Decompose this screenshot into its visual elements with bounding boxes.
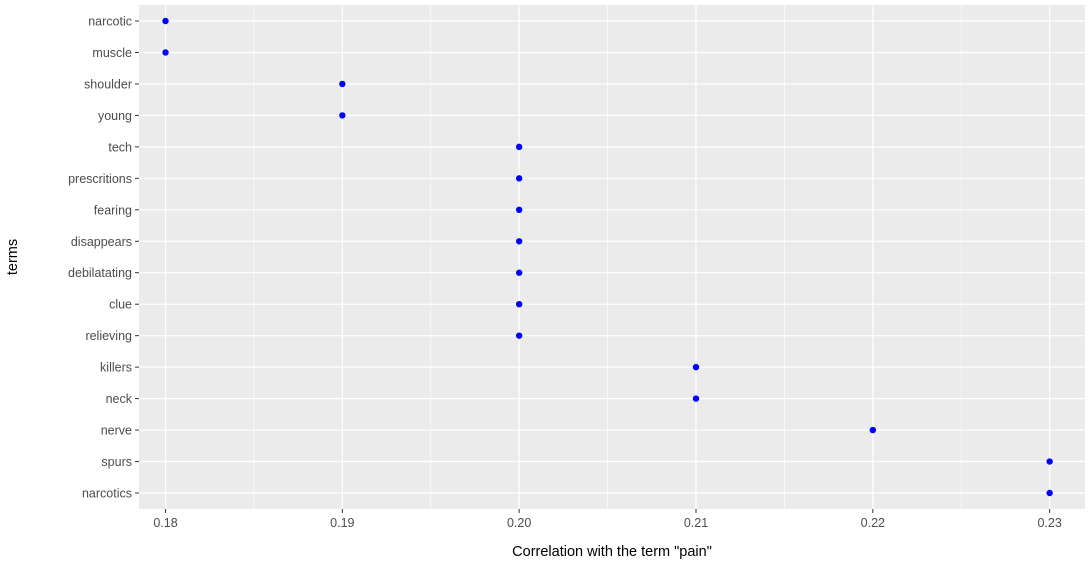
major-gridlines: [139, 5, 1085, 509]
y-tick-label: tech: [108, 140, 132, 154]
data-point: [515, 269, 523, 276]
y-axis-title: terms: [5, 239, 21, 275]
data-point: [692, 395, 700, 402]
x-tick-label: 0.20: [507, 516, 531, 530]
y-tick-label: prescritions: [68, 172, 132, 186]
x-tick-label: 0.18: [153, 516, 177, 530]
data-point: [692, 363, 700, 371]
y-tick-label: fearing: [94, 203, 132, 217]
x-tick-label: 0.19: [330, 516, 354, 530]
y-tick-label: neck: [106, 392, 133, 406]
x-axis: 0.18 0.19 0.20 0.21 0.22 0.23: [153, 509, 1062, 530]
data-point: [339, 112, 346, 119]
x-tick-label: 0.23: [1037, 516, 1061, 530]
y-tick-label: debilatating: [68, 266, 132, 280]
data-point: [515, 238, 523, 245]
x-axis-title: Correlation with the term "pain": [512, 544, 712, 560]
data-point: [162, 49, 169, 56]
y-tick-label: clue: [109, 298, 132, 312]
y-tick-label: narcotics: [82, 487, 132, 501]
data-point: [515, 332, 523, 339]
data-points: [162, 17, 1053, 497]
y-tick-label: young: [98, 109, 132, 123]
y-tick-label: spurs: [101, 455, 132, 469]
y-tick-label: narcotic: [88, 15, 132, 29]
data-point: [1046, 458, 1053, 465]
data-point: [515, 301, 523, 308]
data-point: [339, 80, 346, 88]
plot-panel: [139, 5, 1085, 509]
data-point: [1046, 489, 1053, 497]
y-tick-label: muscle: [92, 46, 132, 60]
data-point: [515, 175, 523, 182]
x-tick-label: 0.21: [684, 516, 708, 530]
y-tick-label: killers: [100, 361, 132, 375]
y-tick-label: disappears: [71, 235, 132, 249]
data-point: [515, 143, 523, 151]
data-point: [162, 17, 169, 25]
y-tick-label: nerve: [101, 424, 132, 438]
y-tick-label: relieving: [85, 329, 132, 343]
x-tick-label: 0.22: [861, 516, 885, 530]
data-point: [515, 206, 523, 213]
data-point: [869, 426, 877, 434]
y-tick-label: shoulder: [84, 77, 132, 91]
y-axis: narcotic muscle shoulder young tech prescriti…: [68, 15, 139, 501]
minor-gridlines: [253, 5, 962, 509]
